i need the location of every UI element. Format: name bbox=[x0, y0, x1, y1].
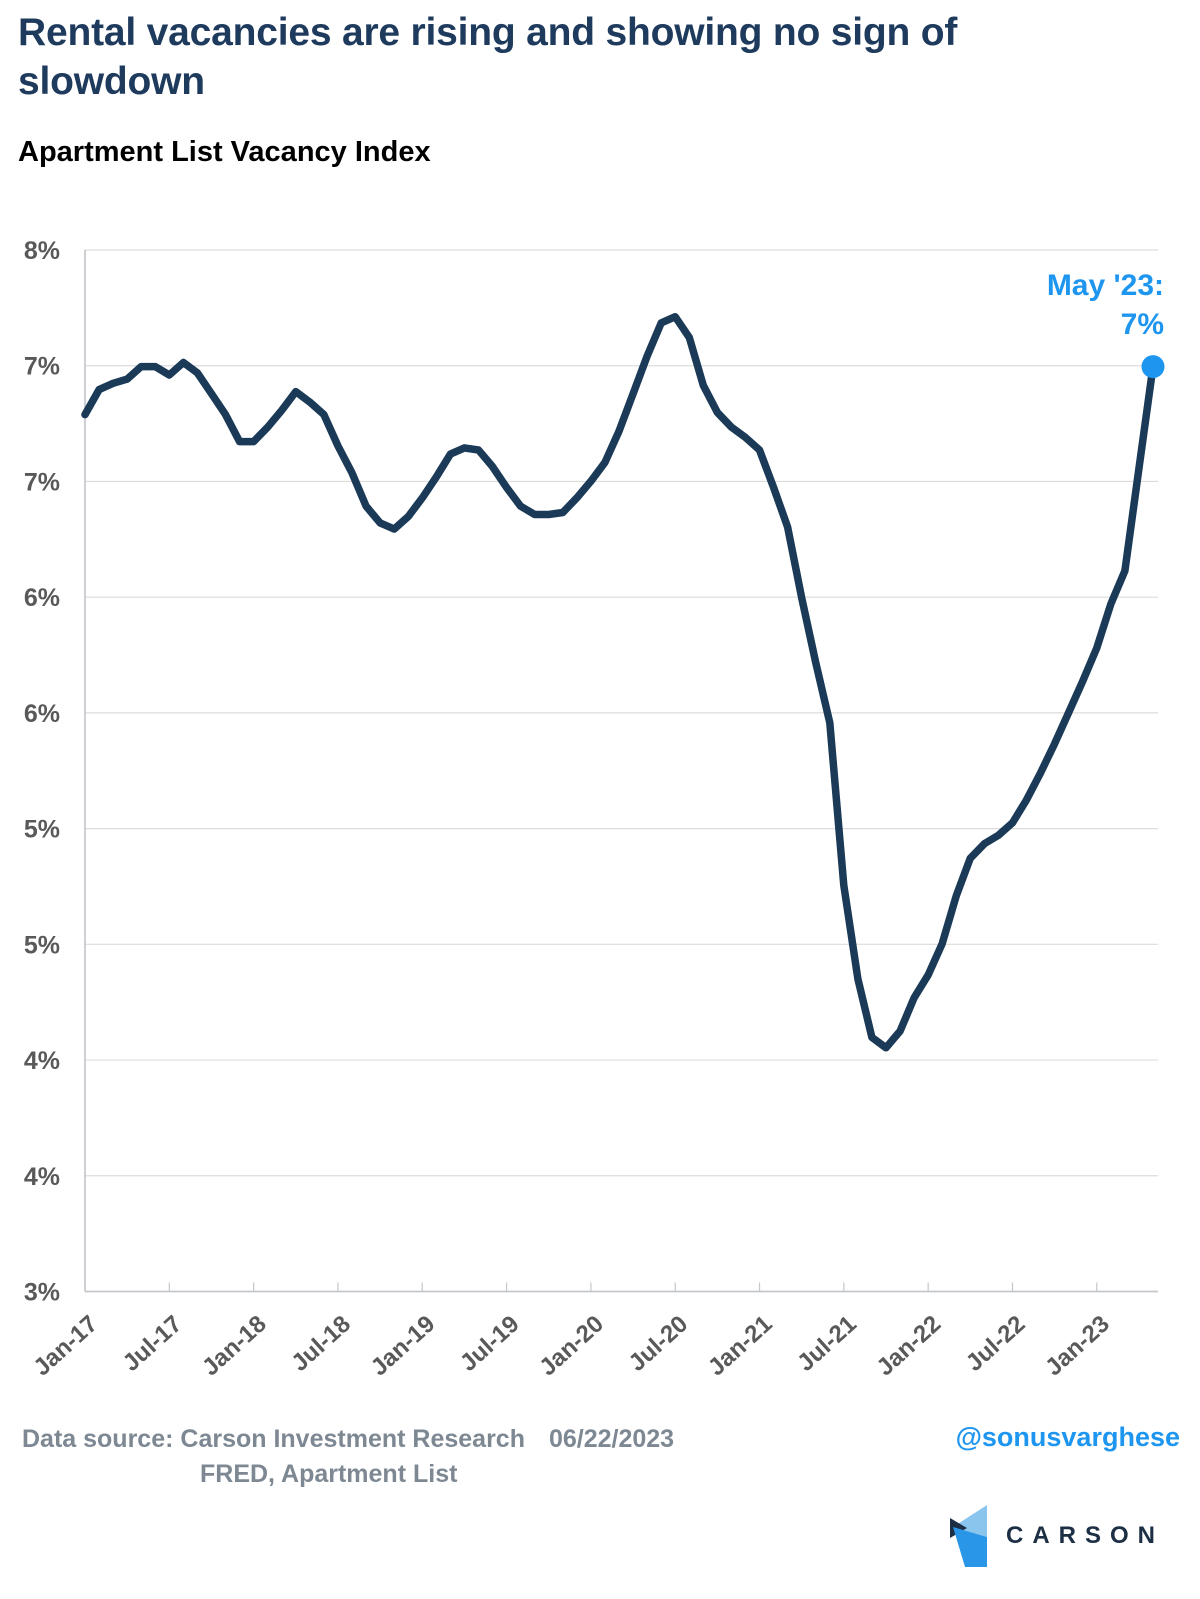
x-axis-label: Jul-18 bbox=[286, 1310, 356, 1376]
y-axis-label: 6% bbox=[24, 700, 60, 728]
data-source-block: Data source: Carson Investment Research … bbox=[22, 1422, 674, 1492]
y-axis-label: 8% bbox=[24, 237, 60, 265]
y-axis-label: 5% bbox=[24, 816, 60, 844]
callout-value: 7% bbox=[1120, 308, 1164, 341]
x-axis-label: Jan-19 bbox=[366, 1310, 441, 1381]
twitter-handle: @sonusvarghese bbox=[955, 1422, 1180, 1452]
x-axis-label: Jan-21 bbox=[703, 1310, 778, 1381]
x-axis-label: Jan-18 bbox=[197, 1310, 272, 1381]
page-title: Rental vacancies are rising and showing … bbox=[18, 8, 1138, 106]
x-axis-label: Jul-19 bbox=[455, 1310, 525, 1376]
page-title-line2: slowdown bbox=[18, 60, 205, 103]
callout-date: May '23: bbox=[1046, 269, 1164, 302]
report-date: 06/22/2023 bbox=[548, 1425, 675, 1453]
x-axis-label: Jan-20 bbox=[534, 1310, 609, 1381]
carson-logo-icon bbox=[950, 1505, 987, 1567]
data-source-line2: FRED, Apartment List bbox=[200, 1460, 458, 1488]
y-axis-label: 4% bbox=[24, 1047, 60, 1075]
carson-wordmark: CARSON bbox=[1006, 1522, 1165, 1549]
x-axis-label: Jul-21 bbox=[792, 1310, 862, 1376]
data-source-line1: Data source: Carson Investment Research bbox=[22, 1425, 525, 1453]
x-axis-label: Jul-22 bbox=[961, 1310, 1031, 1376]
x-axis-label: Jan-23 bbox=[1040, 1310, 1115, 1381]
x-axis-label: Jul-20 bbox=[624, 1310, 694, 1376]
x-axis-label: Jan-17 bbox=[28, 1310, 103, 1381]
carson-logo: CARSON bbox=[950, 1504, 1164, 1568]
y-axis-label: 7% bbox=[24, 353, 60, 381]
y-axis-label: 6% bbox=[24, 584, 60, 612]
vacancy-index-line bbox=[81, 312, 1157, 1052]
y-axis-label: 5% bbox=[24, 931, 60, 959]
y-axis-label: 7% bbox=[24, 468, 60, 496]
page-title-line1: Rental vacancies are rising and showing … bbox=[18, 11, 958, 54]
x-axis-label: Jul-17 bbox=[118, 1310, 188, 1376]
chart-subtitle: Apartment List Vacancy Index bbox=[18, 136, 431, 168]
x-axis-label: Jan-22 bbox=[872, 1310, 947, 1381]
latest-point-marker bbox=[1141, 355, 1165, 379]
latest-point-callout: May '23: 7% bbox=[1047, 266, 1164, 344]
y-axis-label: 3% bbox=[24, 1279, 60, 1307]
y-axis-label: 4% bbox=[24, 1163, 60, 1191]
